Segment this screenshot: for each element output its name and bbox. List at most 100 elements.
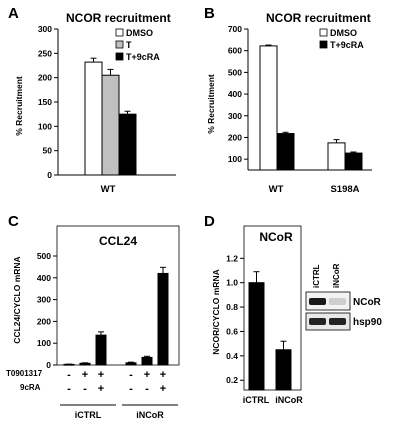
panel-a-legend-label: T — [126, 40, 132, 50]
panel-b-bar-s198a-dmso — [327, 142, 346, 171]
panel-c-sign-t0901317: - — [129, 369, 133, 381]
panel-c-sign-t0901317: - — [67, 369, 71, 381]
panel-c-sign-9cra: - — [145, 383, 149, 395]
panel-b-legend-swatch — [319, 28, 328, 37]
panel-d-plot-frame — [243, 225, 302, 391]
panel-c-sign-t0901317: + — [144, 369, 150, 381]
panel-b-tick-label: 500 — [228, 67, 242, 77]
panel-d-category-ictrl: iCTRL — [243, 395, 270, 405]
panel-c-sign-9cra: + — [98, 383, 104, 395]
panel-c-bar-incor-1 — [125, 362, 137, 366]
panel-a-ylabel: % Recruitment — [14, 76, 24, 136]
panel-a-bar-t — [101, 74, 120, 176]
panel-c-plot-frame — [56, 225, 180, 366]
panel-c-bar-ictrl-2 — [79, 362, 91, 366]
panel-d-bar-ictrl — [248, 282, 265, 391]
panel-b-bar-wt-dmso — [259, 45, 278, 171]
blot-row-label-ncor: NCoR — [353, 297, 382, 308]
panel-b-tick-label: 400 — [228, 89, 242, 99]
blot-band-ncor-ictrl — [309, 298, 326, 305]
panel-c: C CCL24 CCL24/CYCLO mRNA 0 100 200 300 400 50… — [6, 213, 180, 420]
panel-a-legend-label: T+9cRA — [126, 52, 160, 62]
panel-b-legend-label: T+9cRA — [330, 40, 364, 50]
panel-c-tick-label: 200 — [37, 316, 51, 326]
panel-c-sign-t0901317: + — [82, 369, 88, 381]
panel-d-tick-label: 0.4 — [226, 351, 238, 361]
panel-a-tick-label: 50 — [43, 146, 53, 156]
panel-a-tick-label: 0 — [47, 170, 52, 180]
panel-c-sign-t0901317: + — [98, 369, 104, 381]
panel-b-ylabel: % Recruitment — [206, 74, 216, 134]
panel-c-sign-9cra: - — [67, 383, 71, 395]
panel-d-category-incor: iNCoR — [275, 395, 303, 405]
blot-bands — [309, 298, 346, 325]
western-blot: iCTRL iNCoR NCoR hsp90 — [305, 263, 382, 331]
blot-lane-label-incor: iNCoR — [332, 263, 341, 288]
panel-b: B NCOR recruitment % Recruitment 100 200 3… — [204, 5, 372, 195]
panel-a-legend-label: DMSO — [126, 28, 153, 38]
blot-strip-hsp90 — [305, 312, 351, 331]
blot-row-label-hsp90: hsp90 — [353, 317, 382, 328]
panel-c-tick-label: 300 — [37, 295, 51, 305]
panel-b-tick-label: 200 — [228, 132, 242, 142]
panel-a-bars — [84, 57, 137, 176]
panel-c-bar-incor-3 — [157, 272, 169, 366]
blot-band-hsp90-ictrl — [309, 318, 326, 325]
panel-c-letter: C — [8, 213, 19, 230]
panel-c-group-ictrl: iCTRL — [75, 410, 102, 420]
panel-a-tick-label: 100 — [38, 121, 52, 131]
panel-b-legend: DMSO T+9cRA — [319, 28, 364, 50]
panel-c-ticks: 0 100 200 300 400 500 — [37, 251, 57, 370]
panel-d-tick-label: 0.8 — [226, 302, 238, 312]
panel-c-title: CCL24 — [99, 234, 137, 248]
panel-b-bar-wt-t-9cra — [276, 133, 295, 171]
panel-b-letter: B — [204, 5, 215, 22]
panel-b-tick-label: 100 — [228, 154, 242, 164]
panel-c-group-incor: iNCoR — [136, 410, 164, 420]
panel-d-letter: D — [204, 213, 215, 230]
panel-b-category-wt: WT — [269, 184, 284, 195]
blot-strip-ncor — [305, 291, 351, 311]
panel-b-tick-label: 600 — [228, 46, 242, 56]
panel-a-legend-swatch — [115, 40, 124, 49]
blot-band-ncor-incor — [329, 298, 346, 305]
panel-b-tick-label: 700 — [228, 24, 242, 34]
panel-b-tick-label: 300 — [228, 111, 242, 121]
panel-a-tick-label: 300 — [38, 24, 52, 34]
panel-b-bar-s198a-t-9cra — [344, 152, 363, 171]
panel-c-tick-label: 100 — [37, 338, 51, 348]
panel-a-legend-swatch — [115, 52, 124, 61]
panel-b-legend-swatch — [319, 40, 328, 49]
panel-d-ticks: 0.2 0.4 0.6 0.8 1.0 1.2 — [226, 253, 244, 385]
panel-a-tick-label: 150 — [38, 97, 52, 107]
panel-d-tick-label: 1.0 — [226, 278, 238, 288]
panel-d: D NCoR NCOR/CYCLO mRNA 0.2 0.4 0.6 0.8 1.0 1.… — [204, 213, 382, 405]
panel-c-sign-t0901317: + — [160, 369, 166, 381]
panel-d-bar-incor — [275, 349, 292, 391]
panel-b-bars — [259, 44, 363, 171]
panel-a-bar-dmso — [84, 61, 103, 176]
panel-c-row-label-9cra: 9cRA — [20, 383, 41, 392]
panel-d-tick-label: 0.6 — [226, 326, 238, 336]
panel-a-tick-label: 250 — [38, 48, 52, 58]
panel-c-condition-signs: --+-++--+-++ — [67, 369, 166, 395]
panel-c-row-label-t0901317: T0901317 — [6, 369, 43, 378]
panel-a-bar-t-9cra — [118, 113, 137, 176]
panel-a-tick-label: 200 — [38, 73, 52, 83]
panel-c-tick-label: 500 — [37, 251, 51, 261]
panel-c-tick-label: 400 — [37, 273, 51, 283]
panel-d-title: NCoR — [259, 230, 293, 244]
panel-c-bar-incor-2 — [141, 356, 153, 366]
panel-d-tick-label: 0.2 — [226, 375, 238, 385]
panel-b-legend-label: DMSO — [330, 28, 357, 38]
panel-b-title: NCOR recruitment — [266, 11, 371, 25]
panel-a-category-wt: WT — [101, 184, 116, 195]
panel-d-ylabel: NCOR/CYCLO mRNA — [211, 269, 221, 354]
panel-a: A NCOR recruitment % Recruitment 0 50 100 1… — [8, 5, 176, 195]
panel-d-bars — [248, 271, 292, 391]
panel-a-letter: A — [8, 5, 19, 22]
panel-d-tick-label: 1.2 — [226, 253, 238, 263]
panel-a-title: NCOR recruitment — [66, 11, 171, 25]
panel-c-bars — [63, 266, 169, 366]
